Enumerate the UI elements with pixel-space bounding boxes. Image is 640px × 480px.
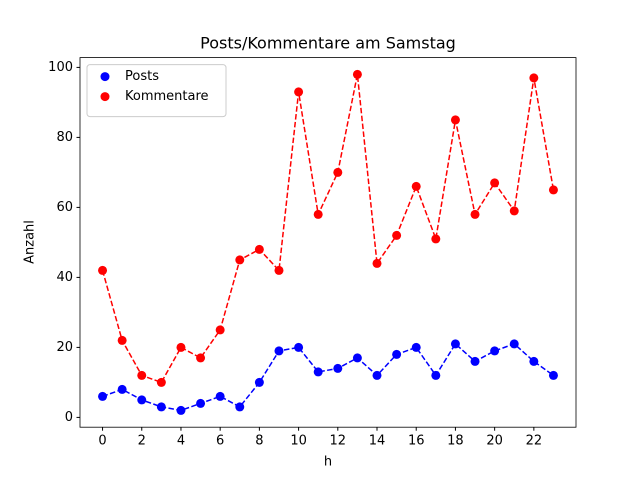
data-point [490, 346, 500, 356]
data-point [196, 353, 206, 363]
data-point [333, 363, 343, 373]
data-point [313, 367, 323, 377]
data-point [98, 391, 108, 401]
legend-marker [100, 92, 110, 102]
x-tick-label: 12 [330, 434, 347, 449]
x-tick-label: 0 [98, 434, 106, 449]
data-point [352, 353, 362, 363]
legend-marker [100, 72, 110, 82]
chart-title: Posts/Kommentare am Samstag [200, 34, 456, 53]
data-point [176, 405, 186, 415]
x-tick-label: 6 [216, 434, 224, 449]
x-tick-label: 10 [290, 434, 307, 449]
x-tick-label: 18 [447, 434, 464, 449]
x-tick-label: 16 [408, 434, 425, 449]
data-point [215, 391, 225, 401]
data-point [411, 181, 421, 191]
y-tick-label: 80 [56, 130, 73, 145]
data-point [176, 342, 186, 352]
x-tick-label: 2 [138, 434, 146, 449]
data-point [294, 87, 304, 97]
data-point [372, 258, 382, 268]
data-point [254, 244, 264, 254]
data-point [509, 339, 519, 349]
data-point [313, 209, 323, 219]
legend-label: Kommentare [125, 89, 209, 104]
data-point [529, 73, 539, 83]
data-point [117, 384, 127, 394]
data-point [137, 370, 147, 380]
y-axis-label: Anzahl [23, 220, 38, 264]
y-tick-label: 40 [56, 270, 73, 285]
data-point [235, 255, 245, 265]
data-point [333, 167, 343, 177]
legend-label: Posts [125, 69, 159, 84]
data-point [450, 115, 460, 125]
y-tick-label: 60 [56, 200, 73, 215]
y-tick-label: 20 [56, 340, 73, 355]
x-axis-label: h [324, 455, 332, 470]
data-point [352, 69, 362, 79]
data-point [196, 398, 206, 408]
data-point [431, 234, 441, 244]
x-tick-label: 14 [369, 434, 386, 449]
data-point [215, 325, 225, 335]
data-point [470, 209, 480, 219]
data-point [490, 178, 500, 188]
x-tick-label: 4 [177, 434, 185, 449]
data-point [529, 356, 539, 366]
data-point [392, 230, 402, 240]
data-point [156, 402, 166, 412]
y-tick-label: 100 [48, 60, 73, 75]
data-point [392, 349, 402, 359]
data-point [156, 377, 166, 387]
x-tick-label: 20 [486, 434, 503, 449]
data-point [137, 395, 147, 405]
data-point [450, 339, 460, 349]
data-point [431, 370, 441, 380]
x-tick-label: 22 [526, 434, 543, 449]
data-point [235, 402, 245, 412]
axes-frame [79, 57, 577, 428]
data-point [254, 377, 264, 387]
y-tick-label: 0 [65, 410, 73, 425]
data-point [548, 370, 558, 380]
data-point [470, 356, 480, 366]
legend-box [86, 64, 227, 118]
data-point [411, 342, 421, 352]
data-point [274, 265, 284, 275]
x-tick-label: 8 [255, 434, 263, 449]
data-point [509, 206, 519, 216]
data-point [274, 346, 284, 356]
data-point [548, 185, 558, 195]
data-point [372, 370, 382, 380]
series-line [101, 74, 555, 384]
data-point [117, 335, 127, 345]
data-point [98, 265, 108, 275]
data-point [294, 342, 304, 352]
